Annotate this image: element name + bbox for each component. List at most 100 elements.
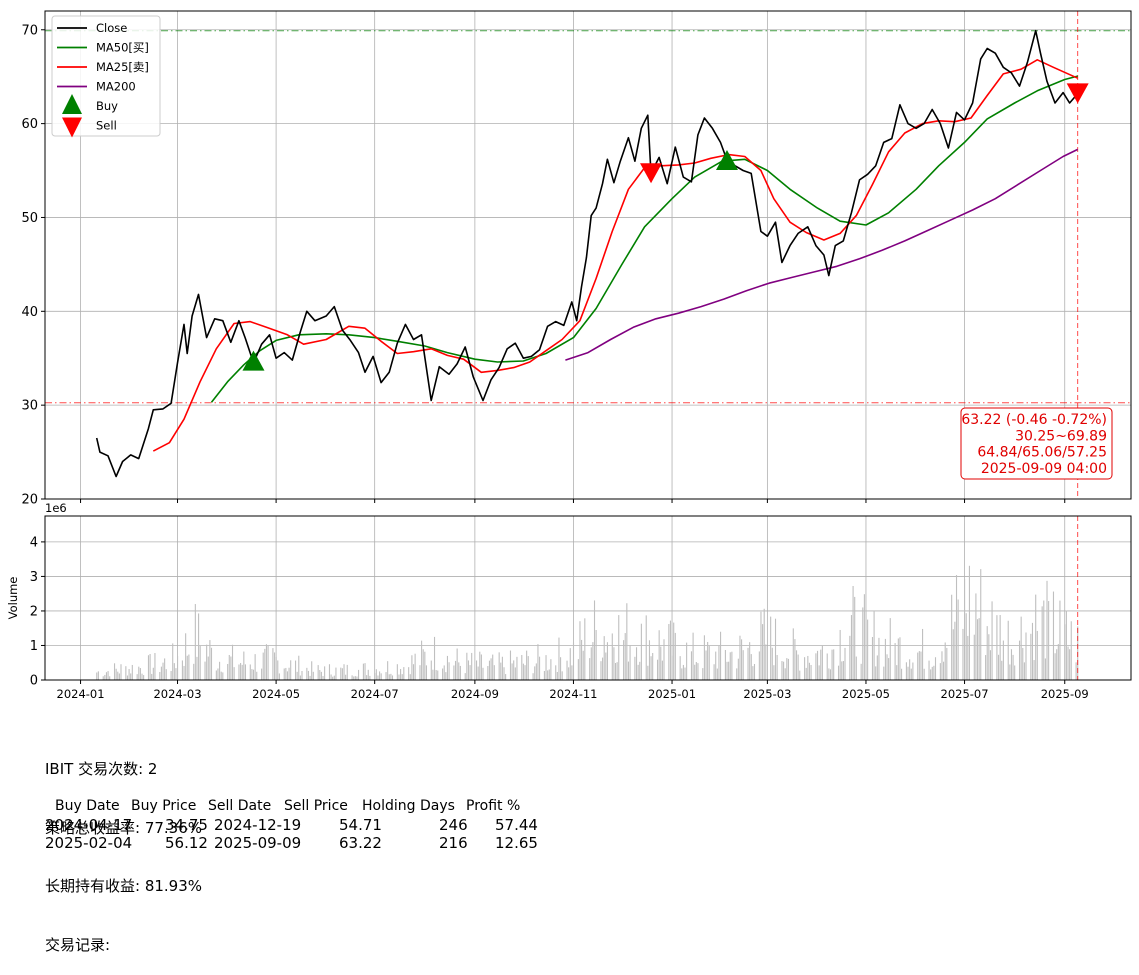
volume-bar xyxy=(459,665,461,680)
volume-bar xyxy=(871,637,874,680)
volume-bar xyxy=(408,667,410,680)
volume-bar xyxy=(741,639,743,680)
volume-bar xyxy=(923,668,925,680)
volume-bar xyxy=(697,663,699,680)
volume-bar xyxy=(456,648,458,680)
volume-bar xyxy=(109,676,111,680)
trade-2-holding-days: 216 xyxy=(439,834,468,852)
volume-bar xyxy=(703,635,705,680)
volume-bar xyxy=(1023,662,1025,680)
volume-bar xyxy=(204,661,206,680)
volume-bar xyxy=(362,663,364,680)
xtick-label: 2024-11 xyxy=(549,687,597,701)
volume-bar xyxy=(493,665,495,680)
volume-bar xyxy=(388,674,390,680)
volume-bar xyxy=(978,618,980,680)
volume-bar xyxy=(102,676,104,680)
volume-bar xyxy=(217,668,219,680)
volume-bar xyxy=(437,670,439,680)
volume-bar xyxy=(345,674,347,680)
volume-bar xyxy=(1057,644,1059,680)
volume-bar xyxy=(797,654,799,680)
annotation-line-3: 2025-09-09 04:00 xyxy=(981,461,1107,477)
volume-bar xyxy=(199,645,201,680)
volume-bar xyxy=(126,675,129,680)
volume-bar xyxy=(860,663,862,680)
volume-bar xyxy=(283,668,285,680)
volume-ytick-label: 4 xyxy=(30,535,38,550)
volume-bar xyxy=(634,656,636,680)
volume-bar xyxy=(888,658,890,680)
volume-bar xyxy=(185,633,187,680)
volume-bar xyxy=(731,651,733,680)
volume-bar xyxy=(400,669,402,680)
legend-label-2: MA25[卖] xyxy=(96,60,149,74)
volume-bar xyxy=(922,628,924,680)
volume-bar xyxy=(353,676,355,680)
volume-bar xyxy=(387,661,389,680)
volume-bar xyxy=(471,652,473,680)
volume-plot-area xyxy=(45,516,1131,680)
volume-bar xyxy=(534,666,536,680)
volume-bar xyxy=(96,672,98,680)
volume-bar xyxy=(505,674,507,680)
volume-bar xyxy=(854,596,856,680)
volume-bar xyxy=(833,649,835,680)
volume-ytick-label: 3 xyxy=(30,570,38,585)
volume-bar xyxy=(815,653,817,680)
header-buy-price: Buy Price xyxy=(131,798,197,814)
volume-bar xyxy=(1022,647,1024,680)
volume-bar xyxy=(130,673,132,680)
volume-bar xyxy=(934,657,937,680)
price-ytick-label: 50 xyxy=(21,211,38,226)
volume-bar xyxy=(920,651,922,680)
volume-bar xyxy=(907,666,909,680)
volume-bar xyxy=(705,650,707,680)
volume-bar xyxy=(117,671,119,680)
volume-bar xyxy=(290,660,292,680)
volume-bar xyxy=(952,629,954,680)
volume-bar xyxy=(1041,606,1043,680)
volume-bar xyxy=(668,624,670,680)
volume-bar xyxy=(652,653,654,680)
volume-bar xyxy=(385,672,387,680)
volume-bar xyxy=(1036,630,1038,680)
trade-1-buy-date: 2024-04-17 xyxy=(45,816,133,834)
volume-bar xyxy=(1001,660,1003,680)
volume-bar xyxy=(671,655,673,680)
volume-bar xyxy=(532,673,534,680)
annotation-box xyxy=(960,407,1113,480)
volume-bar xyxy=(742,650,744,680)
volume-bar xyxy=(243,651,245,680)
volume-axis-label: Volume xyxy=(6,577,20,620)
volume-bar xyxy=(737,658,739,680)
volume-bar xyxy=(816,650,819,680)
volume-bar xyxy=(765,644,767,680)
volume-bar xyxy=(884,638,886,680)
volume-bar xyxy=(424,651,426,680)
buy-marker-2 xyxy=(715,150,738,171)
volume-bar xyxy=(377,675,379,680)
volume-bar xyxy=(684,667,686,680)
volume-bar xyxy=(1043,600,1045,680)
volume-bar xyxy=(369,675,371,680)
volume-bar xyxy=(1018,640,1021,680)
volume-bar xyxy=(603,636,605,680)
volume-bar xyxy=(618,615,620,680)
xtick-label: 2025-01 xyxy=(648,687,696,701)
volume-bar xyxy=(883,666,885,680)
volume-bar xyxy=(792,628,794,680)
xtick-label: 2025-05 xyxy=(842,687,890,701)
volume-bar xyxy=(118,673,120,680)
volume-bar xyxy=(787,658,789,680)
volume-bar xyxy=(401,674,403,680)
volume-bar xyxy=(170,670,172,680)
volume-bar xyxy=(454,660,457,680)
volume-bar xyxy=(726,661,728,680)
volume-bar xyxy=(581,639,583,680)
volume-ytick-label: 2 xyxy=(30,604,38,619)
xtick-label: 2025-09 xyxy=(1041,687,1089,701)
volume-bar xyxy=(1010,649,1013,680)
volume-bar xyxy=(535,663,537,680)
volume-bar xyxy=(752,666,754,680)
